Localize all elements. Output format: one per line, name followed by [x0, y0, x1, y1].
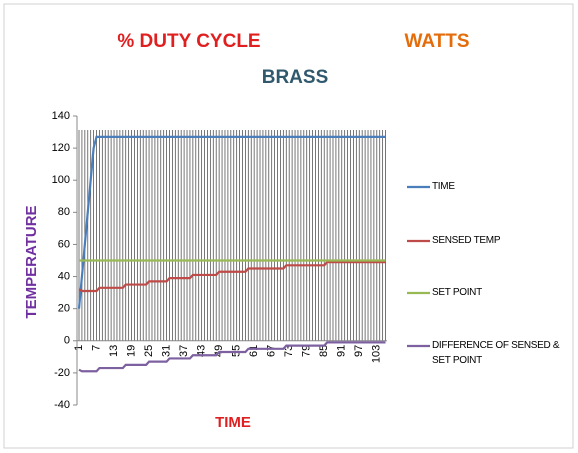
legend-label: SET POINT	[432, 287, 482, 298]
chart-border	[3, 3, 574, 449]
x-tick-label: 25	[143, 345, 155, 357]
legend-label: SENSED TEMP	[432, 235, 501, 246]
x-tick-label: 31	[160, 345, 172, 357]
y-tick-label: 120	[52, 142, 70, 154]
y-tick-label: 0	[64, 335, 70, 347]
y-tick-label: 140	[52, 110, 70, 122]
x-tick-label: 61	[248, 345, 260, 357]
series-line	[77, 135, 386, 309]
x-tick-label: 73	[283, 345, 295, 357]
y-axis-label: TEMPERATURE	[23, 205, 40, 318]
chart-title: BRASS	[262, 67, 329, 88]
x-tick-label: 103	[371, 345, 383, 363]
series-line	[78, 261, 386, 293]
annotation: % DUTY CYCLE	[117, 31, 260, 52]
y-tick-label: -40	[54, 399, 70, 411]
x-tick-label: 19	[125, 345, 137, 357]
x-tick-label: 91	[336, 345, 348, 357]
x-tick-label: 85	[318, 345, 330, 357]
x-tick-label: 37	[178, 345, 190, 357]
y-tick-label: 100	[52, 174, 70, 186]
x-tick-label: 79	[301, 345, 313, 357]
y-tick-label: -20	[54, 367, 70, 379]
x-tick-label: 7	[90, 345, 102, 351]
y-tick-label: 20	[58, 303, 70, 315]
legend-label: DIFFERENCE OF SENSED & SET POINT	[432, 340, 560, 366]
legend-label: TIME	[432, 181, 455, 192]
y-tick-label: 60	[58, 238, 70, 250]
x-tick-label: 67	[266, 345, 278, 357]
x-axis-label: TIME	[215, 414, 251, 431]
x-tick-label: 43	[196, 345, 208, 357]
y-tick-label: 40	[58, 270, 70, 282]
x-tick-label: 97	[353, 345, 365, 357]
series-line	[78, 341, 386, 373]
y-tick-label: 80	[58, 206, 70, 218]
x-tick-label: 55	[231, 345, 243, 357]
x-tick-label: 1	[73, 345, 85, 351]
x-tick-label: 13	[108, 345, 120, 357]
annotation: WATTS	[404, 31, 469, 52]
